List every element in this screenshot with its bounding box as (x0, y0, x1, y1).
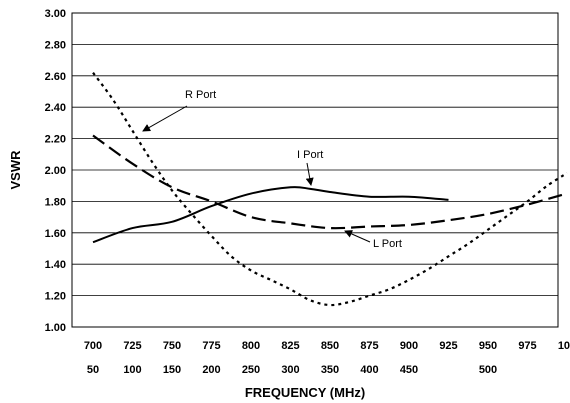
x-tick-label-alt: 400 (360, 364, 378, 376)
annotation-arrow (305, 162, 314, 186)
x-tick-label: 950 (479, 340, 497, 352)
x-tick-label: 875 (360, 340, 378, 352)
annotation-arrow (142, 105, 188, 132)
y-tick-label: 1.20 (45, 291, 66, 303)
y-tick-label: 2.00 (45, 165, 66, 177)
x-tick-label-alt: 350 (321, 364, 339, 376)
annotations: R Port I Port L Port (142, 89, 402, 250)
x-tick-labels-row1: 700 725 750 775 800 825 850 875 900 925 950 975 100 (84, 340, 570, 352)
series-line-r-port (92, 72, 568, 307)
y-tick-label: 1.00 (45, 322, 66, 334)
x-tick-label-alt: 450 (400, 364, 418, 376)
x-tick-label: 775 (202, 340, 220, 352)
series-lines (92, 72, 568, 307)
x-tick-label: 100 (558, 340, 570, 352)
y-tick-label: 1.60 (45, 228, 66, 240)
x-tick-label: 750 (163, 340, 181, 352)
x-tick-label: 725 (123, 340, 141, 352)
series-line-l-port (92, 134, 568, 230)
x-tick-label-alt: 150 (163, 364, 181, 376)
y-tick-label: 1.40 (45, 259, 66, 271)
x-tick-label-alt: 250 (242, 364, 260, 376)
x-tick-label: 825 (281, 340, 299, 352)
x-tick-labels-row2: 50 100 150 200 250 300 350 400 450 500 (87, 364, 497, 376)
x-tick-label: 850 (321, 340, 339, 352)
x-tick-label: 800 (242, 340, 260, 352)
y-tick-label: 1.80 (45, 196, 66, 208)
x-tick-label: 925 (439, 340, 457, 352)
x-tick-label-alt: 50 (87, 364, 99, 376)
annotation-label: I Port (297, 149, 323, 161)
series-line-i-port (92, 186, 449, 244)
x-tick-label-alt: 500 (479, 364, 497, 376)
y-axis-label: VSWR (8, 150, 23, 190)
y-tick-label: 3.00 (45, 8, 66, 20)
x-tick-label: 700 (84, 340, 102, 352)
x-tick-label: 900 (400, 340, 418, 352)
x-axis-label: FREQUENCY (MHz) (245, 385, 365, 400)
y-tick-label: 2.80 (45, 39, 66, 51)
x-tick-label-alt: 200 (202, 364, 220, 376)
y-tick-label: 2.40 (45, 102, 66, 114)
y-tick-labels: 1.00 1.20 1.40 1.60 1.80 2.00 2.20 2.40 2.60 2.80… (45, 8, 66, 334)
annotation-label: L Port (373, 238, 402, 250)
plot-frame (71, 12, 559, 328)
annotation-label: R Port (185, 89, 216, 101)
x-tick-label-alt: 100 (123, 364, 141, 376)
x-tick-label-alt: 300 (281, 364, 299, 376)
annotation-arrow (344, 230, 371, 243)
y-tick-label: 2.20 (45, 134, 66, 146)
x-tick-label: 975 (518, 340, 536, 352)
grid-lines (72, 12, 558, 328)
y-tick-label: 2.60 (45, 71, 66, 83)
